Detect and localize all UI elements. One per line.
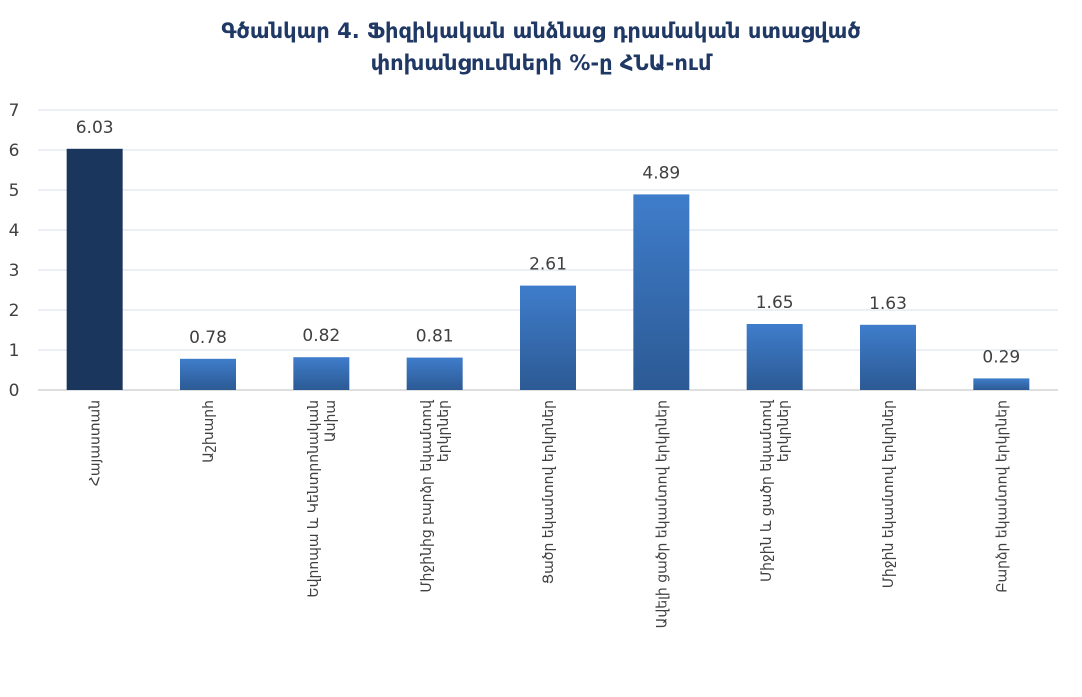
y-tick-label: 1 (9, 341, 20, 361)
category-label-line: Միջին և ցածր եկամտով (759, 399, 775, 582)
value-label: 0.29 (982, 347, 1020, 367)
category-label: Միջինից բարձր եկամտով երկրներ (419, 399, 452, 593)
bar (180, 358, 236, 390)
category-label: Ավելի ցածր եկամտով երկրներ (654, 400, 670, 628)
value-label: 4.89 (642, 163, 680, 183)
y-axis-ticks: 0 1 2 3 4 5 6 7 (9, 101, 20, 401)
bar (293, 357, 350, 390)
chart-title: Գծանկար 4. Ֆիզիկական անձնաց դրամական ստա… (221, 19, 861, 75)
bar (860, 324, 916, 390)
category-label: Ցածր եկամտով երկրներ (541, 400, 557, 584)
y-tick-label: 0 (9, 381, 20, 401)
bar (633, 194, 690, 390)
category-label-line: Միջինից բարձր եկամտով (419, 399, 435, 593)
chart-title-line: Գծանկար 4. Ֆիզիկական անձնաց դրամական ստա… (221, 19, 861, 43)
value-labels: 6.03 0.78 0.82 0.81 2.61 4.89 1.65 1.63 0.29 (76, 118, 1021, 368)
value-label: 2.61 (529, 255, 567, 275)
category-label-line: Միջին եկամտով երկրներ (881, 400, 897, 588)
value-label: 1.65 (756, 293, 794, 313)
category-label: Աշխարհ (201, 400, 217, 463)
value-label: 1.63 (869, 294, 907, 314)
category-label-line: երկրներ (776, 400, 792, 462)
category-label: Միջին և ցածր եկամտով երկրներ (759, 399, 792, 582)
category-label-line: երկրներ (436, 400, 452, 462)
y-tick-label: 4 (9, 221, 20, 241)
y-tick-label: 2 (9, 301, 20, 321)
bar (66, 148, 123, 390)
chart-title-line: փոխանցումների %-ը ՀՆԱ-ում (371, 51, 713, 75)
value-label: 0.78 (189, 328, 227, 348)
category-label-line: Ասիա (323, 400, 339, 442)
y-tick-label: 7 (9, 101, 20, 121)
value-label: 0.81 (416, 327, 454, 347)
bar (520, 285, 576, 390)
x-axis-categories: Հայաստան Աշխարհ Եվրոպա և Կենտրոնական Ասիա Մի… (88, 399, 1011, 628)
category-label-line: Աշխարհ (201, 400, 217, 463)
category-label-line: Բարձր եկամտով երկրներ (994, 400, 1010, 593)
category-label: Հայաստան (88, 400, 104, 486)
category-label: Միջին եկամտով երկրներ (881, 400, 897, 588)
category-label-line: Ավելի ցածր եկամտով երկրներ (654, 400, 670, 628)
bar (406, 357, 463, 390)
category-label-line: Եվրոպա և Կենտրոնական (306, 400, 322, 598)
category-label-line: Հայաստան (88, 400, 104, 486)
category-label-line: Ցածր եկամտով երկրներ (541, 400, 557, 584)
bars (66, 148, 1030, 390)
y-tick-label: 3 (9, 261, 20, 281)
value-label: 0.82 (302, 326, 340, 346)
category-label: Եվրոպա և Կենտրոնական Ասիա (306, 400, 339, 598)
bar (746, 324, 803, 390)
y-tick-label: 6 (9, 141, 20, 161)
y-tick-label: 5 (9, 181, 20, 201)
value-label: 6.03 (76, 118, 114, 138)
bar (973, 378, 1030, 390)
category-label: Բարձր եկամտով երկրներ (994, 400, 1010, 593)
